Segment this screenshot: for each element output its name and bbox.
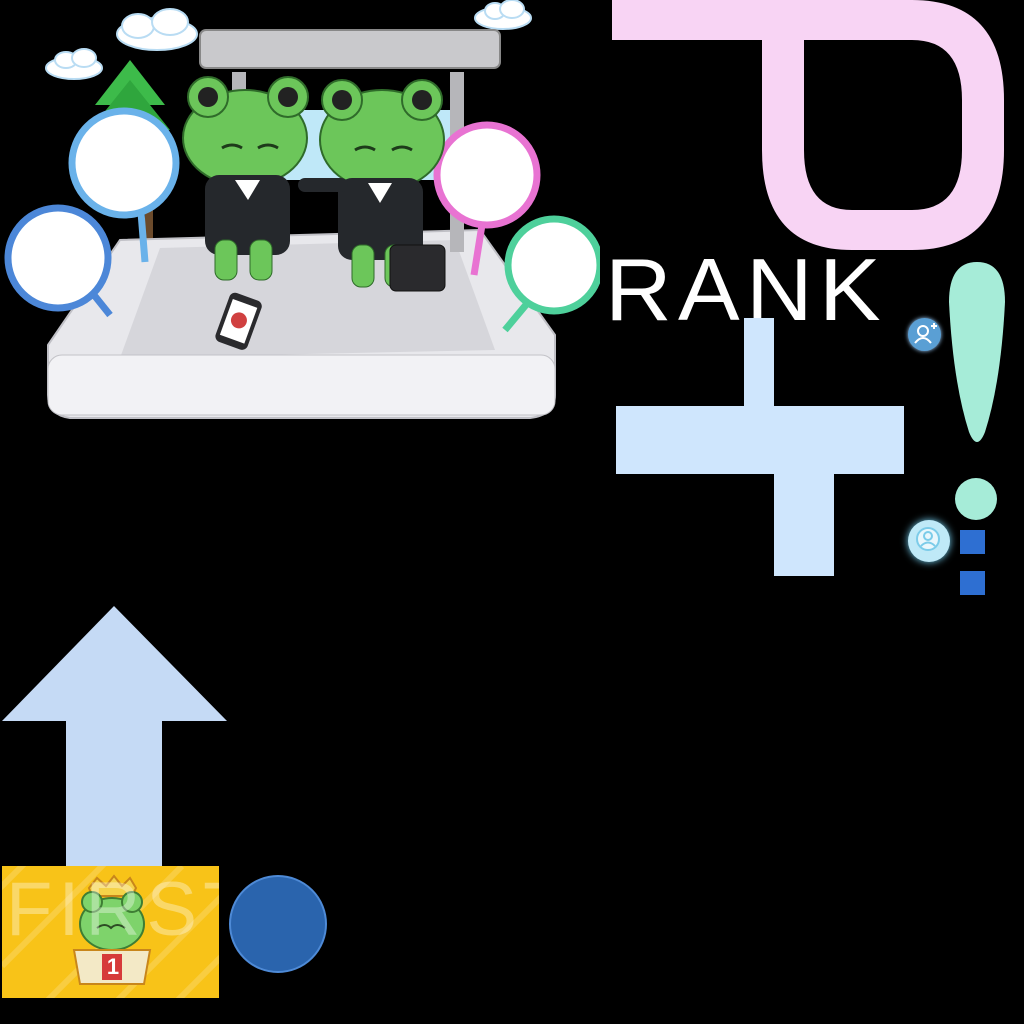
add-user-icon xyxy=(914,323,937,344)
search-user-button[interactable] xyxy=(908,520,950,562)
up-arrow-icon xyxy=(2,606,227,870)
add-user-button[interactable] xyxy=(908,318,941,351)
first-place-badge: FIRST 1 xyxy=(2,866,219,998)
blue-square-marker xyxy=(960,530,985,554)
pink-p-letter xyxy=(612,0,1004,252)
blue-square-marker xyxy=(960,571,985,595)
blue-circle-button[interactable] xyxy=(229,875,327,973)
search-user-icon xyxy=(916,527,940,551)
exclamation-dot xyxy=(955,478,997,520)
bus-stop-scene xyxy=(0,0,604,430)
exclamation-icon xyxy=(945,262,1009,444)
first-place-number: 1 xyxy=(106,954,120,979)
plus-icon xyxy=(616,318,904,576)
rank-title: RANK xyxy=(605,246,887,326)
first-label: FIRST xyxy=(6,867,219,952)
